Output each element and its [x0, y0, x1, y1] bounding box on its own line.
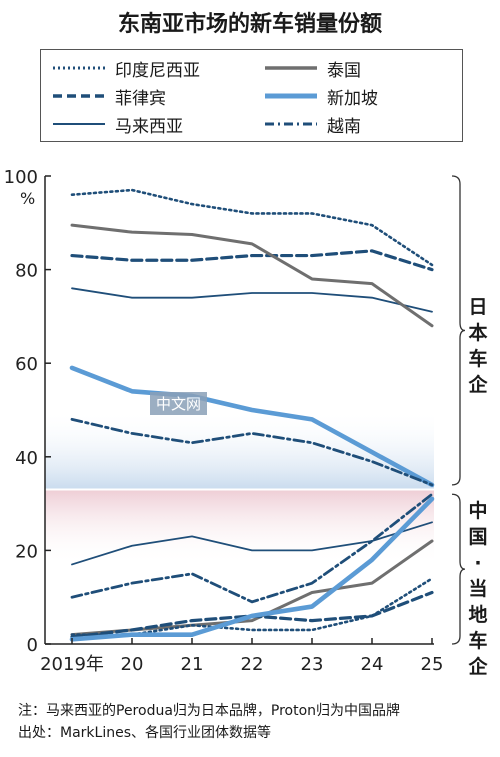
- y-axis-unit: %: [20, 189, 35, 208]
- legend-item-vietnam: 越南: [263, 112, 361, 137]
- band-japan: [45, 410, 434, 490]
- series-line-china-dotted: [70, 577, 434, 636]
- legend-item-indonesia: 印度尼西亚: [51, 56, 200, 81]
- legend-swatch-solid-gray: [265, 66, 317, 70]
- x-tick-label: 20: [121, 654, 144, 675]
- side-label-char: 车: [468, 630, 488, 652]
- series-line-japan-solid-gray: [70, 223, 434, 328]
- y-tick-label: 100: [4, 167, 38, 188]
- source-line: 出处：MarkLines、各国行业团体数据等: [18, 725, 271, 741]
- bracket-japan: [451, 175, 466, 486]
- legend-label: 泰国: [327, 60, 361, 81]
- side-label-char: 日: [468, 296, 488, 318]
- note-line: 注：马来西亚的Perodua归为日本品牌，Proton归为中国品牌: [18, 703, 401, 719]
- legend-swatch-dashed: [53, 94, 105, 98]
- chart-title: 东南亚市场的新车销量份额: [117, 12, 382, 37]
- x-tick-label: 23: [301, 654, 324, 675]
- legend-label: 越南: [327, 116, 361, 137]
- side-label-char: 中: [468, 500, 488, 522]
- legend-swatch-dotted: [53, 66, 105, 70]
- side-label-char: 企: [468, 374, 488, 396]
- legend-label: 菲律宾: [115, 88, 166, 109]
- legend-label: 新加坡: [327, 88, 378, 109]
- side-label-char: 车: [468, 348, 488, 370]
- legend-swatch-dashdot: [265, 122, 317, 126]
- legend-swatch-solid-thick: [265, 93, 317, 99]
- side-label-char: 国: [468, 526, 488, 548]
- footnote: 注：马来西亚的Perodua归为日本品牌，Proton归为中国品牌 出处：Mar…: [18, 700, 400, 744]
- series-line-japan-dashed: [70, 249, 434, 272]
- y-tick-label: 60: [15, 354, 38, 375]
- bracket-china: [451, 493, 466, 645]
- x-tick-label: 21: [181, 654, 204, 675]
- label-japanese-automakers: 日本车企: [466, 294, 490, 398]
- watermark: 中文网: [150, 390, 310, 416]
- series-line-japan-solid-thin: [71, 287, 433, 313]
- legend: 印度尼西亚 泰国 菲律宾 新加坡 马来西亚 越南: [40, 49, 463, 142]
- watermark-text: 中文网: [150, 391, 208, 415]
- y-tick-label: 20: [15, 541, 38, 562]
- legend-item-thailand: 泰国: [263, 56, 361, 81]
- side-label-char: 本: [468, 322, 488, 344]
- y-tick-label: 0: [27, 635, 38, 656]
- legend-swatch-solid-thin: [53, 123, 105, 125]
- legend-label: 马来西亚: [115, 116, 183, 137]
- y-tick-label: 40: [15, 448, 38, 469]
- line-chart: 0 20 40 60 80 100% 2019年 20 21 22 23 24 25: [4, 167, 466, 675]
- x-tick-label: 24: [361, 654, 384, 675]
- side-label-char: 地: [468, 604, 488, 626]
- x-tick-label: 25: [421, 654, 444, 675]
- x-tick-label: 2019年: [40, 654, 104, 675]
- legend-item-philippines: 菲律宾: [51, 84, 166, 109]
- side-label-char: 企: [468, 656, 488, 678]
- x-tick-label: 22: [241, 654, 264, 675]
- legend-item-singapore: 新加坡: [263, 84, 378, 109]
- legend-label: 印度尼西亚: [115, 60, 200, 81]
- side-label-char: 当: [468, 578, 488, 600]
- side-label-char: ·: [474, 552, 482, 574]
- y-tick-label: 80: [15, 261, 38, 282]
- legend-item-malaysia: 马来西亚: [51, 112, 183, 137]
- label-china-local-automakers: 中国 · 当地车企: [466, 498, 490, 680]
